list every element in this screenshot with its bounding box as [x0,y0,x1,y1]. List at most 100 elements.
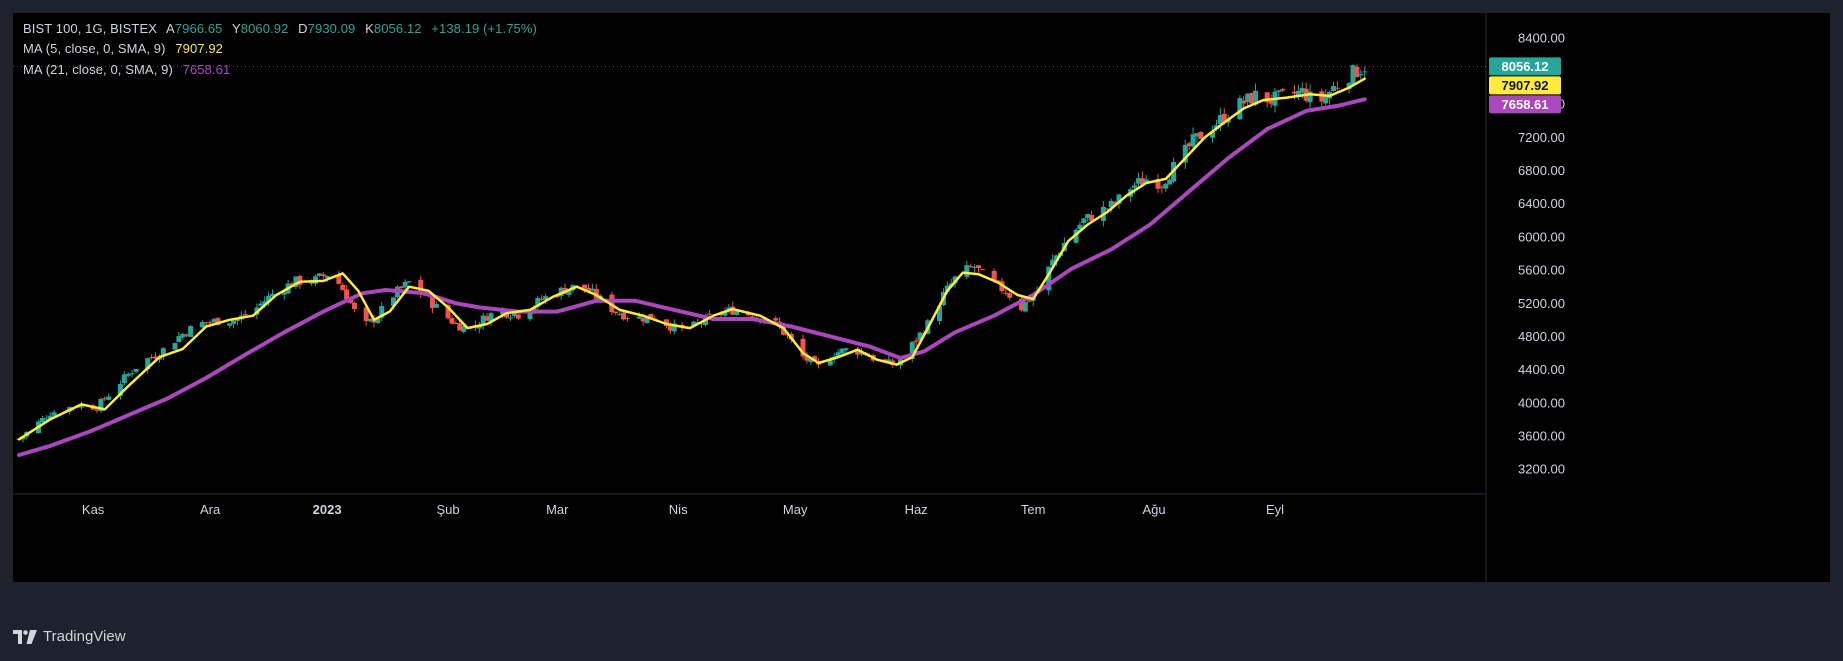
y-tick-label: 4000.00 [1518,395,1565,410]
candle-body [913,340,919,342]
legend-ma21: MA (21, close, 0, SMA, 9) 7658.61 [23,62,236,77]
legend-ma21-value: 7658.61 [182,62,231,77]
price-badge-label: 8056.12 [1502,59,1549,74]
legend-ma5-value: 7907.92 [175,41,223,56]
candle-body [153,356,159,359]
candle-body [640,318,646,322]
chart-frame[interactable]: 8400.007600.007200.006800.006400.006000.… [13,13,1830,582]
candle-body [1139,178,1145,185]
candle-body [160,348,166,357]
x-tick-label: Haz [905,502,928,517]
price-badge-bg [1489,95,1561,114]
y-tick-label: 4400.00 [1518,362,1565,377]
candle-body [1198,132,1204,140]
candle-body [309,282,315,284]
candle-body [566,289,572,295]
legend-ma21-label[interactable]: MA (21, close, 0, SMA, 9) [23,62,173,77]
y-tick-label: 5200.00 [1518,296,1565,311]
candle-body [539,298,545,300]
candle-body [390,297,396,306]
tradingview-brand[interactable]: TradingView [13,628,126,645]
candle-body [367,318,373,322]
candle-body [1291,91,1297,94]
candle-body [324,275,330,278]
candle-body [429,295,435,309]
candle-body [691,321,697,327]
y-tick-label: 3600.00 [1518,428,1565,443]
price-chart[interactable]: 8400.007600.007200.006800.006400.006000.… [13,13,1830,582]
candle-body [781,326,787,335]
candle-body [968,266,974,268]
candle-body [106,396,112,400]
candle-body [1054,255,1060,261]
y-tick-label: 4800.00 [1518,329,1565,344]
candle-body [1330,86,1336,91]
candle-body [293,276,299,287]
candle-body [722,311,728,316]
candle-body [320,274,326,277]
candle-body [94,409,100,411]
candle-body [800,338,806,357]
ma5-line [17,77,1366,441]
candle-body [1050,259,1056,266]
candle-body [1346,83,1352,90]
candle-body [1089,214,1095,221]
candle-body [1132,185,1138,188]
candle-body [644,315,650,323]
candle-body [98,399,104,412]
tradingview-logo-icon [13,629,37,644]
candle-body [909,341,915,359]
candle-body [1221,113,1227,123]
legend-ma5-label[interactable]: MA (5, close, 0, SMA, 9) [23,41,166,56]
price-badge: 8056.12 [1489,57,1561,76]
candle-body [297,275,303,285]
candle-body [207,322,213,324]
ma21-layer [17,97,1367,457]
candle-body [270,294,276,296]
legend-low: 7930.09 [307,21,356,36]
x-tick-label: Nis [669,502,688,517]
candle-body [1077,224,1083,230]
candle-body [1104,208,1110,210]
candle-body [375,318,381,324]
candle-body [515,314,521,319]
candle-body [1116,194,1122,204]
candle-body [1112,202,1118,205]
legend-change: +138.19 (+1.75%) [431,21,537,36]
candle-body [1182,144,1188,163]
ma5-layer [17,77,1366,441]
y-tick-label: 8400.00 [1518,30,1565,45]
candle-body [1159,186,1165,188]
x-tick-label: Ağu [1142,502,1165,517]
candle-body [176,336,182,342]
candle-body [102,398,108,400]
candle-body [316,273,322,277]
legend-low-label: D [298,21,308,36]
candle-body [145,358,151,370]
candle-body [402,281,408,288]
price-badge-label: 7907.92 [1502,78,1549,93]
candle-body [476,326,482,329]
candle-body [1323,95,1329,104]
candle-body [1026,300,1032,302]
candle-body [227,323,233,326]
candle-body [843,348,849,351]
candle-body [979,269,985,271]
candle-body [348,299,354,303]
candle-body [972,266,978,268]
price-badge: 7907.92 [1489,76,1561,95]
candle-body [1358,73,1364,76]
candle-body [1046,266,1052,291]
candle-body [266,295,272,302]
candle-body [47,415,53,419]
candle-body [1334,87,1340,89]
candle-body [1073,229,1079,243]
candle-body [995,280,1001,282]
candle-body [211,319,217,323]
candle-body [886,359,892,364]
candle-body [636,316,642,319]
candle-body [1085,213,1091,219]
candle-body [180,334,186,338]
legend-symbol[interactable]: BIST 100, 1G, BISTEX [23,21,157,36]
candle-body [1295,90,1301,96]
